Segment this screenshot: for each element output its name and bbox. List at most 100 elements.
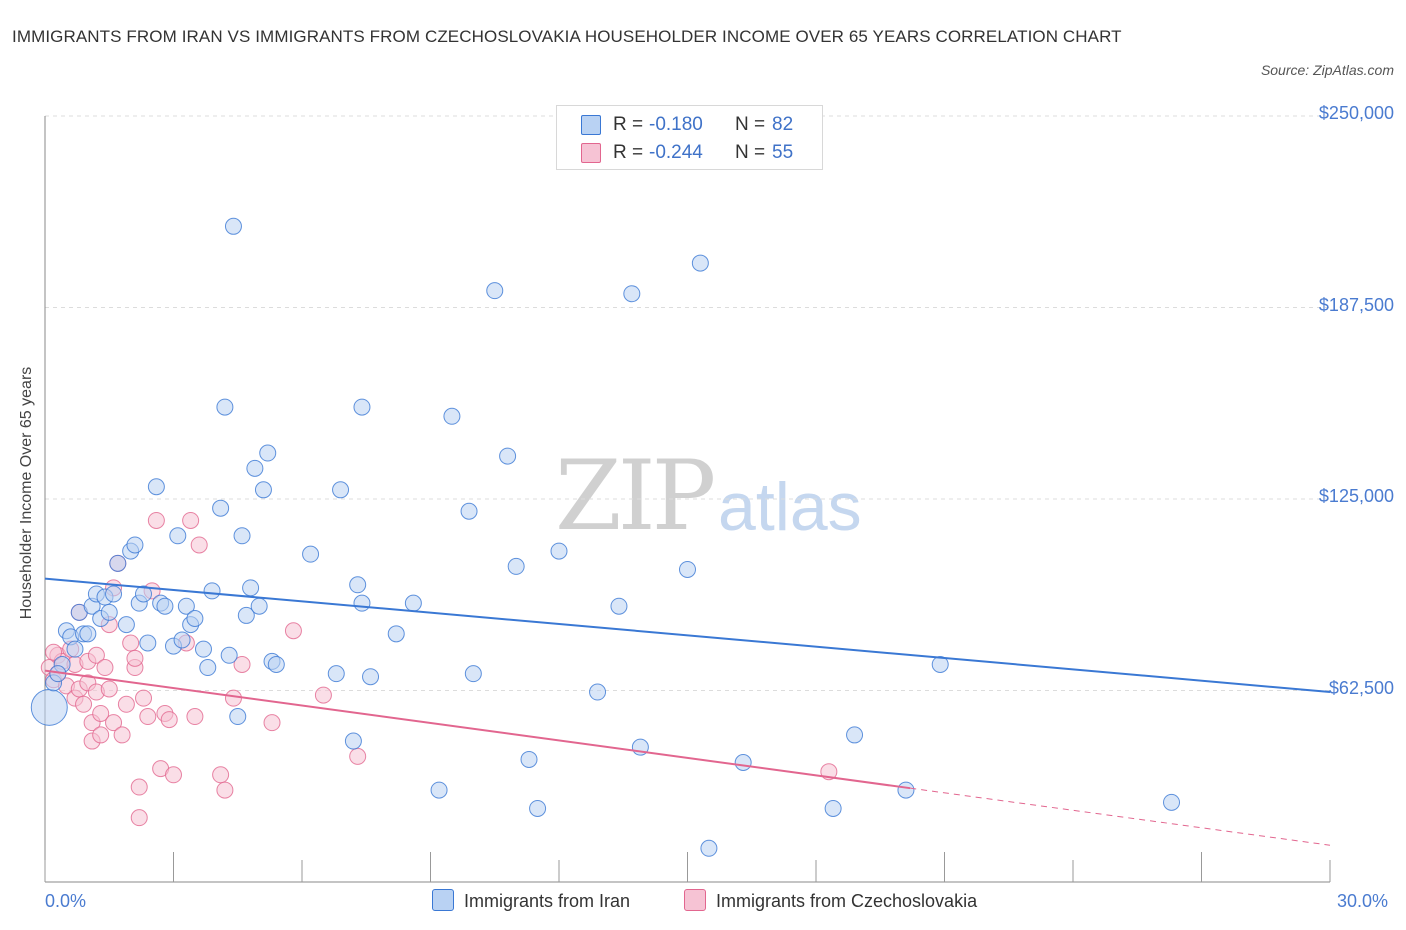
legend-n-label-czech: N = xyxy=(735,142,766,163)
iran-point-13 xyxy=(100,603,118,621)
iran-point-30 xyxy=(186,609,204,627)
czech-point-24 xyxy=(105,714,123,732)
czech-point-45 xyxy=(212,766,230,784)
czech-point-44 xyxy=(190,536,208,554)
iran-point-20 xyxy=(135,585,153,603)
iran-points xyxy=(30,217,1181,857)
czech-point-49 xyxy=(263,714,281,732)
iran-point-16 xyxy=(117,616,135,634)
czech-point-21 xyxy=(100,680,118,698)
czech-point-26 xyxy=(113,726,131,744)
iran-point-47 xyxy=(267,655,285,673)
x-tick-max: 30.0% xyxy=(1337,891,1389,911)
czech-point-31 xyxy=(130,778,148,796)
legend-swatch-czech xyxy=(581,143,601,163)
czech-point-52 xyxy=(349,747,367,765)
iran-point-42 xyxy=(246,459,264,477)
czech-point-34 xyxy=(139,708,157,726)
iran-point-5 xyxy=(66,640,84,658)
iran-point-31 xyxy=(194,640,212,658)
iran-point-74 xyxy=(700,839,718,857)
iran-point-80 xyxy=(1163,793,1181,811)
legend-r-value-czech: -0.244 xyxy=(649,142,703,163)
iran-point-14 xyxy=(105,585,123,603)
iran-point-48 xyxy=(302,545,320,563)
legend-n-value-iran: 82 xyxy=(772,114,794,135)
bottom-legend-czech: Immigrants from Czechoslovakia xyxy=(684,889,977,912)
iran-point-15 xyxy=(109,554,127,572)
czech-point-51 xyxy=(314,686,332,704)
iran-point-77 xyxy=(846,726,864,744)
czech-point-39 xyxy=(160,711,178,729)
iran-point-49 xyxy=(327,665,345,683)
czech-point-46 xyxy=(216,781,234,799)
iran-point-52 xyxy=(349,576,367,594)
iran-point-59 xyxy=(443,407,461,425)
czech-point-28 xyxy=(122,634,140,652)
iran-point-36 xyxy=(220,646,238,664)
iran-point-8 xyxy=(79,625,97,643)
iran-point-34 xyxy=(212,499,230,517)
iran-point-50 xyxy=(332,481,350,499)
iran-point-54 xyxy=(353,398,371,416)
iran-point-39 xyxy=(233,527,251,545)
axes xyxy=(44,116,1331,883)
iran-point-56 xyxy=(387,625,405,643)
czech-point-30 xyxy=(126,649,144,667)
iran-point-60 xyxy=(460,502,478,520)
iran-point-63 xyxy=(499,447,517,465)
iran-point-79 xyxy=(931,655,949,673)
czech-points xyxy=(40,511,838,827)
iran-point-44 xyxy=(254,481,272,499)
iran-point-75 xyxy=(734,754,752,772)
czech-point-50 xyxy=(284,622,302,640)
czech-point-11 xyxy=(75,695,93,713)
iran-point-69 xyxy=(610,597,628,615)
legend-r-label-czech: R = xyxy=(613,142,644,163)
bottom-legend-label-iran: Immigrants from Iran xyxy=(464,891,631,911)
iran-point-43 xyxy=(250,597,268,615)
iran-point-76 xyxy=(824,799,842,817)
czech-point-33 xyxy=(135,689,153,707)
iran-point-21 xyxy=(139,634,157,652)
czech-point-27 xyxy=(117,695,135,713)
iran-point-61 xyxy=(464,665,482,683)
iran-point-64 xyxy=(507,557,525,575)
czech-point-54 xyxy=(45,643,63,661)
czech-point-17 xyxy=(87,646,105,664)
legend-n-value-czech: 55 xyxy=(772,142,794,163)
iran-point-57 xyxy=(404,594,422,612)
iran-point-73 xyxy=(691,254,709,272)
legend-r-label-iran: R = xyxy=(613,114,644,135)
iran-point-22 xyxy=(147,478,165,496)
iran-point-24 xyxy=(156,597,174,615)
bottom-legend-iran: Immigrants from Iran xyxy=(432,889,630,912)
iran-point-41 xyxy=(242,579,260,597)
trend-line-czech-dashed xyxy=(910,787,1331,846)
y-tick-label-1: $125,000 xyxy=(1318,486,1394,506)
czech-point-36 xyxy=(147,511,165,529)
bottom-legend-swatch-czech xyxy=(684,889,706,911)
iran-point-18 xyxy=(126,536,144,554)
watermark-zip: ZIP xyxy=(555,440,716,552)
iran-point-68 xyxy=(589,683,607,701)
iran-point-26 xyxy=(169,527,187,545)
iran-point-32 xyxy=(199,659,217,677)
y-tick-label-2: $187,500 xyxy=(1318,294,1394,315)
iran-point-66 xyxy=(529,799,547,817)
watermark-atlas: atlas xyxy=(718,469,862,545)
czech-point-43 xyxy=(186,708,204,726)
iran-point-38 xyxy=(229,708,247,726)
czech-point-18 xyxy=(92,704,110,722)
trend-line-czech-solid xyxy=(44,669,911,790)
iran-point-27 xyxy=(173,631,191,649)
legend-r-value-iran: -0.180 xyxy=(649,114,703,135)
legend-n-label-iran: N = xyxy=(735,114,766,135)
iran-point-55 xyxy=(362,668,380,686)
iran-point-0 xyxy=(30,688,68,726)
trend-lines xyxy=(44,577,1331,846)
czech-point-32 xyxy=(130,809,148,827)
iran-point-53 xyxy=(353,594,371,612)
source-note: Source: ZipAtlas.com xyxy=(1260,62,1394,78)
czech-point-47 xyxy=(224,689,242,707)
